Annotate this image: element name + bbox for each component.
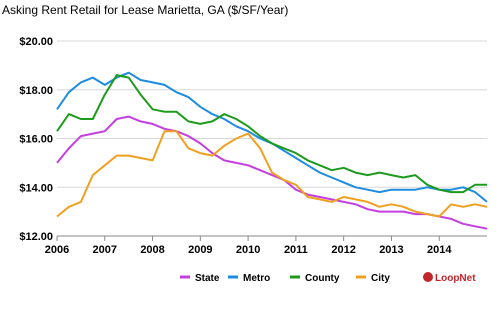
- y-tick-label: $12.00: [19, 231, 53, 243]
- x-tick-label: 2010: [236, 244, 260, 256]
- y-tick-label: $14.00: [19, 182, 53, 194]
- x-tick-label: 2009: [188, 244, 212, 256]
- brand-icon: [423, 272, 433, 282]
- x-tick-label: 2007: [93, 244, 117, 256]
- legend-label: City: [371, 273, 390, 284]
- line-series: [56, 115, 488, 230]
- x-tick-label: 2012: [331, 244, 355, 256]
- legend-label: Metro: [243, 273, 270, 284]
- chart-title: Asking Rent Retail for Lease Marietta, G…: [2, 3, 288, 17]
- x-tick-label: 2008: [140, 244, 164, 256]
- x-tick-label: 2006: [45, 244, 69, 256]
- brand-label: LoopNet: [435, 273, 476, 284]
- line-series: [56, 74, 487, 194]
- legend-label: County: [305, 273, 340, 284]
- x-tick-label: 2013: [379, 244, 403, 256]
- y-tick-label: $16.00: [19, 134, 53, 146]
- legend-label: State: [195, 273, 220, 284]
- line-series: [56, 71, 488, 203]
- x-tick-label: 2011: [284, 244, 308, 256]
- y-tick-label: $20.00: [19, 36, 53, 48]
- x-tick-label: 2014: [427, 244, 452, 256]
- line-series: [56, 130, 488, 218]
- y-tick-label: $18.00: [19, 85, 53, 97]
